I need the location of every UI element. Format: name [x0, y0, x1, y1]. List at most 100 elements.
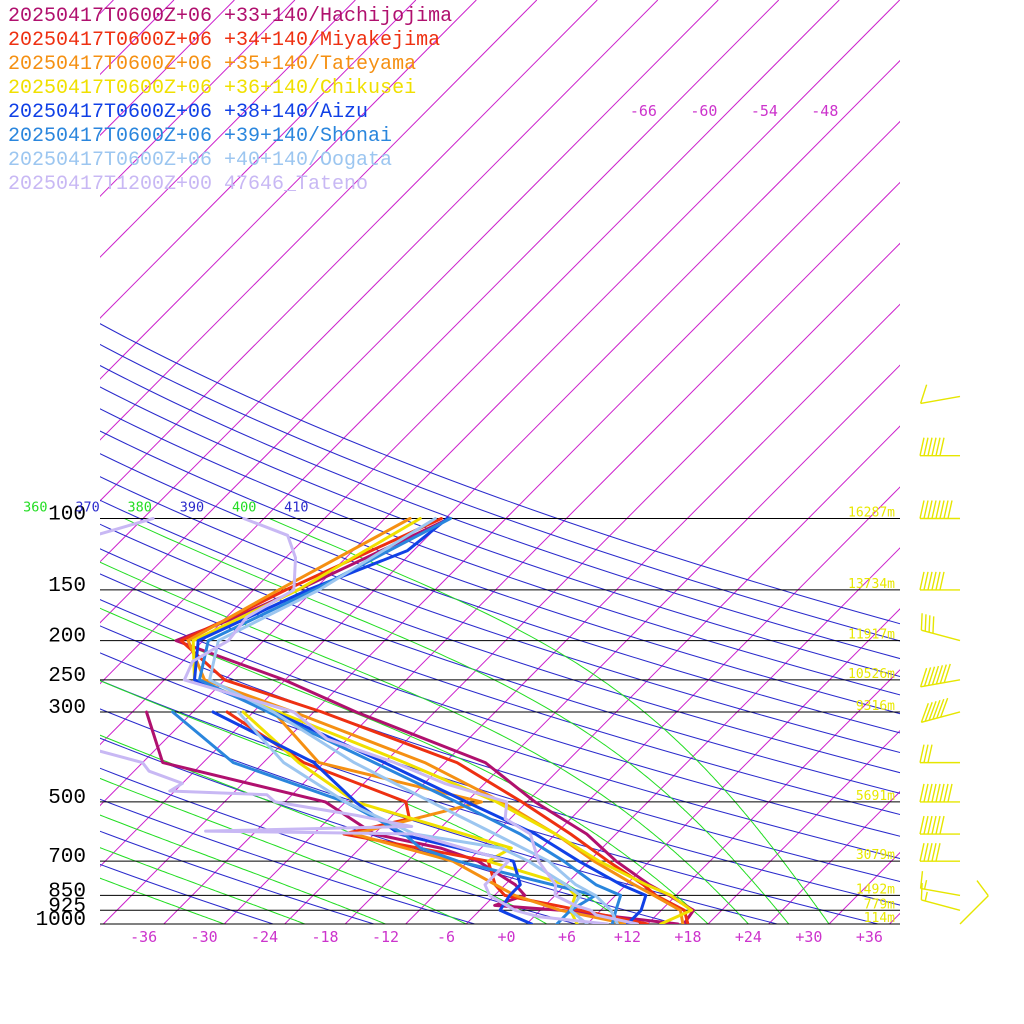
pressure-tick-label: 200 — [48, 626, 86, 649]
moist-adiabat-lines — [100, 518, 830, 924]
dewpoint-profile-line — [145, 710, 680, 924]
dry-adiabat-line — [100, 386, 900, 678]
dewpoint-profile-line — [272, 710, 629, 924]
temperature-tick-label: -12 — [372, 928, 399, 946]
isotherm-line — [223, 242, 900, 924]
theta-label: 400 — [232, 500, 256, 516]
dry-adiabat-line — [100, 343, 900, 642]
dry-adiabat-line — [100, 679, 879, 924]
upper-temperature-label: -48 — [811, 102, 838, 120]
pressure-tick-label: 700 — [48, 846, 86, 869]
theta-label: 380 — [128, 500, 152, 516]
isotherm-line — [647, 669, 900, 924]
wind-barb — [920, 882, 961, 911]
temperature-tick-label: -6 — [437, 928, 455, 946]
temperature-tick-label: +6 — [558, 928, 576, 946]
height-label: 11917m — [848, 628, 895, 643]
isotherm-line — [768, 790, 900, 924]
legend-entry: 20250417T1200Z+00 47646_Tateno — [8, 173, 369, 196]
wind-barb — [919, 571, 960, 591]
dry-adiabat-line — [100, 767, 576, 924]
theta-label: 410 — [284, 500, 308, 516]
height-label: 5691m — [856, 789, 895, 804]
temperature-tick-label: +12 — [614, 928, 641, 946]
temperature-profile-line — [208, 517, 619, 924]
height-label: 3079m — [856, 848, 895, 863]
temperature-profile-line — [198, 517, 623, 924]
dry-adiabat-line — [100, 408, 900, 696]
pressure-tick-label: 150 — [48, 575, 86, 598]
temperature-tick-label: +30 — [795, 928, 822, 946]
wind-barb — [919, 783, 960, 803]
upper-temperature-label: -66 — [630, 102, 657, 120]
legend-entry: 20250417T0600Z+06 +39+140/Shonai — [8, 125, 393, 148]
temperature-profile-line — [191, 517, 693, 924]
isotherm-line — [950, 0, 1024, 924]
height-label: 779m — [864, 897, 895, 912]
pressure-tick-label: 250 — [48, 665, 86, 688]
theta-label: 370 — [75, 500, 99, 516]
temperature-tick-label: +36 — [856, 928, 883, 946]
temperature-tick-label: +0 — [497, 928, 515, 946]
legend-entry: 20250417T0600Z+06 +36+140/Chikusei — [8, 77, 417, 100]
isotherm-line — [100, 0, 296, 198]
height-label: 114m — [864, 911, 895, 926]
pressure-tick-label: 300 — [48, 697, 86, 720]
isotherm-line — [100, 0, 417, 319]
height-label: 1492m — [856, 882, 895, 897]
isotherm-line — [100, 0, 356, 258]
wind-barb — [919, 843, 960, 862]
isotherm-line — [1011, 0, 1024, 924]
legend-entry: 20250417T0600Z+06 +33+140/Hachijojima — [8, 5, 453, 28]
wind-barbs — [919, 384, 989, 925]
temperature-tick-label: +18 — [674, 928, 701, 946]
wind-barb — [919, 871, 961, 897]
isobar-lines — [100, 518, 900, 925]
dry-adiabat-line — [100, 453, 900, 734]
dewpoint-profile-line — [211, 710, 534, 924]
temperature-profile-line — [193, 517, 648, 924]
theta-label: 390 — [180, 500, 204, 516]
height-label: 16287m — [848, 506, 895, 521]
temperature-profile-line — [179, 517, 690, 924]
dry-adiabat-line — [100, 499, 900, 774]
isotherm-line — [100, 0, 780, 685]
wind-barb — [919, 663, 961, 688]
wind-barb — [919, 744, 960, 764]
legend-entry: 20250417T0600Z+06 +35+140/Tateyama — [8, 53, 417, 76]
dry-adiabat-line — [100, 523, 900, 794]
isotherm-line — [465, 486, 900, 924]
wind-barb — [920, 697, 961, 724]
dry-adiabat-line — [100, 548, 900, 815]
isotherm-line — [405, 425, 900, 924]
dry-adiabat-line — [100, 625, 900, 882]
isotherm-line — [100, 0, 598, 502]
theta-label: 360 — [23, 500, 47, 516]
temperature-tick-label: -18 — [312, 928, 339, 946]
pressure-tick-label: 500 — [48, 787, 86, 810]
upper-temperature-label: -54 — [751, 102, 778, 120]
wind-barb — [919, 384, 961, 405]
pressure-tick-label: 100 — [48, 504, 86, 527]
wind-barb — [919, 437, 960, 457]
temperature-tick-label: -24 — [251, 928, 278, 946]
pressure-tick-label: 925 — [48, 895, 86, 918]
dry-adiabat-line — [100, 737, 677, 924]
dry-adiabat-line — [100, 599, 900, 860]
dry-adiabat-line — [100, 430, 900, 715]
legend: 20250417T0600Z+06 +33+140/Hachijojima 202… — [8, 5, 452, 197]
wind-barb — [919, 815, 960, 835]
dewpoint-profile-line — [236, 710, 589, 924]
wind-barb — [920, 613, 961, 642]
isotherm-line — [889, 912, 900, 924]
isotherm-line — [586, 608, 900, 924]
wind-barb — [919, 500, 960, 520]
isotherm-line — [828, 851, 900, 924]
dewpoint-profile-line — [100, 517, 609, 924]
isotherm-line — [100, 0, 659, 563]
dry-adiabat-line — [100, 708, 778, 924]
legend-entry: 20250417T0600Z+06 +34+140/Miyakejima — [8, 29, 441, 52]
height-label: 10526m — [848, 667, 895, 682]
